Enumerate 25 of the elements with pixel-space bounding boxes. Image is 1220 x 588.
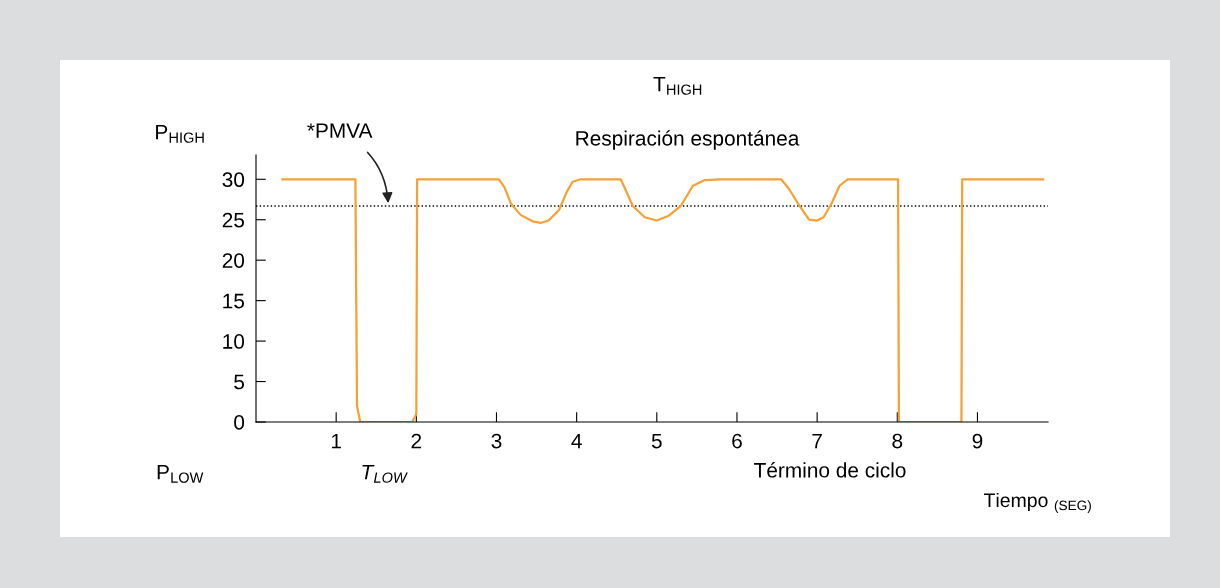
text: Término de ciclo	[754, 462, 906, 478]
x-tick-label: 3	[491, 433, 502, 449]
text: T$_{LOW}$	[362, 465, 408, 483]
y-tick-label: 15	[223, 293, 245, 309]
text: T$_{HIGH}$	[653, 77, 702, 95]
text: Respiración espontánea	[576, 130, 800, 150]
y-tick-label: 20	[222, 253, 245, 268]
x-tick-label: 8	[892, 433, 903, 449]
x-tick-label: 6	[732, 433, 742, 449]
line-series	[281, 178, 1045, 422]
text: P$_{HIGH}$	[156, 125, 204, 143]
annotation: *PMVA	[307, 123, 373, 138]
y-tick-label: 10	[223, 334, 245, 349]
y-tick-label: 25	[222, 212, 245, 228]
y-tick-label: 30	[222, 172, 245, 188]
x-tick-label: 2	[411, 433, 422, 449]
text: P$_{LOW}$	[157, 465, 204, 483]
y-tick-label: 0	[234, 415, 245, 430]
x-axis-title: Tiempo $_{(SEG)}$	[983, 492, 1091, 513]
x-tick-label: 4	[571, 433, 582, 449]
x-tick-label: 5	[651, 433, 662, 449]
x-tick-label: 9	[972, 433, 983, 449]
x-tick-label: 1	[331, 433, 341, 449]
y-tick-label: 5	[234, 374, 245, 390]
x-tick-label: 7	[812, 433, 822, 449]
